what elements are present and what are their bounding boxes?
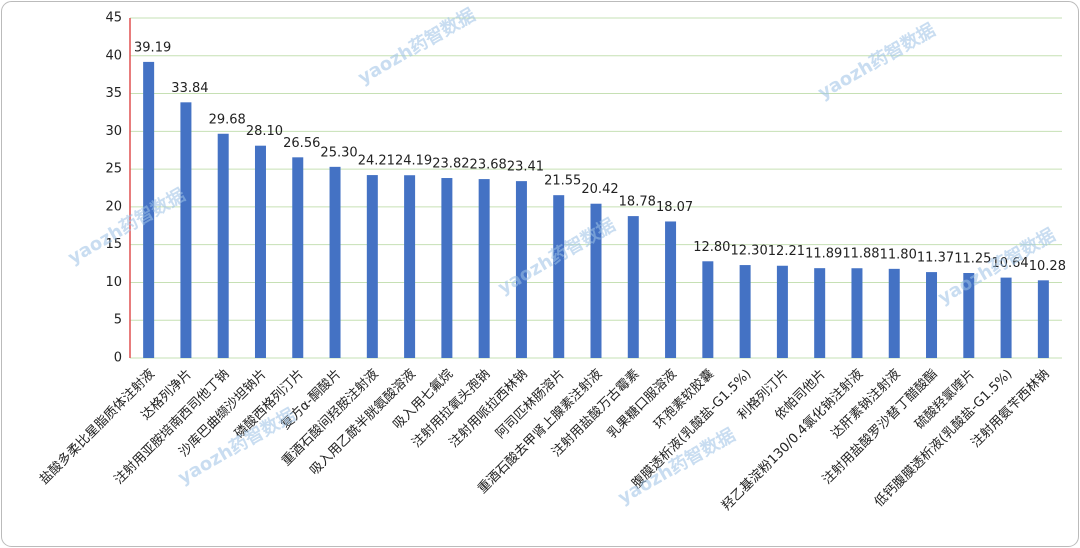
value-label: 25.30 [320, 145, 357, 160]
value-label: 11.37 [917, 251, 954, 266]
bar [515, 181, 527, 358]
value-label: 18.78 [619, 195, 656, 210]
value-label: 24.21 [358, 154, 395, 169]
bar [665, 221, 677, 358]
value-label: 28.10 [246, 124, 283, 139]
bar [851, 268, 863, 358]
value-label: 33.84 [171, 81, 208, 96]
value-label: 18.07 [656, 200, 693, 215]
bar [143, 61, 155, 359]
y-tick-label: 40 [105, 48, 122, 63]
value-label: 12.80 [693, 240, 730, 255]
bar [739, 265, 751, 358]
bar [404, 175, 416, 358]
bar [888, 268, 900, 358]
value-label: 39.19 [134, 40, 171, 55]
y-tick-label: 15 [105, 237, 122, 252]
value-label: 26.56 [283, 136, 320, 151]
bar [1000, 277, 1012, 358]
value-label: 11.89 [805, 247, 842, 262]
y-tick-label: 0 [114, 351, 122, 366]
value-label: 29.68 [209, 112, 246, 127]
y-tick-label: 45 [105, 11, 122, 26]
bar [292, 157, 304, 358]
value-label: 11.80 [880, 247, 917, 262]
bar [814, 268, 826, 358]
bar [254, 145, 266, 358]
bar [702, 261, 714, 358]
bar [926, 272, 938, 358]
value-label: 12.30 [731, 244, 768, 259]
value-label: 11.25 [954, 252, 991, 267]
value-label: 23.82 [432, 157, 469, 172]
bar [329, 166, 341, 358]
y-tick-label: 20 [105, 199, 122, 214]
value-label: 24.19 [395, 154, 432, 169]
value-label: 23.41 [507, 160, 544, 175]
value-label: 10.28 [1029, 259, 1066, 274]
y-tick-label: 30 [105, 124, 122, 139]
y-tick-label: 35 [105, 86, 122, 101]
bar [963, 273, 975, 358]
bar [776, 265, 788, 358]
bar [553, 195, 565, 358]
bar [627, 216, 639, 358]
value-label: 23.68 [470, 158, 507, 173]
value-label: 11.88 [842, 247, 879, 262]
bar [590, 203, 602, 358]
y-tick-label: 5 [114, 313, 122, 328]
bar [180, 102, 192, 358]
value-label: 12.21 [768, 244, 805, 259]
bar [217, 133, 229, 358]
y-tick-label: 10 [105, 275, 122, 290]
bar [1037, 280, 1049, 358]
bar [478, 179, 490, 358]
bar [366, 175, 378, 358]
bar [441, 178, 453, 358]
value-label: 20.42 [581, 182, 618, 197]
y-tick-label: 25 [105, 162, 122, 177]
value-label: 21.55 [544, 174, 581, 189]
value-label: 10.64 [991, 256, 1028, 271]
